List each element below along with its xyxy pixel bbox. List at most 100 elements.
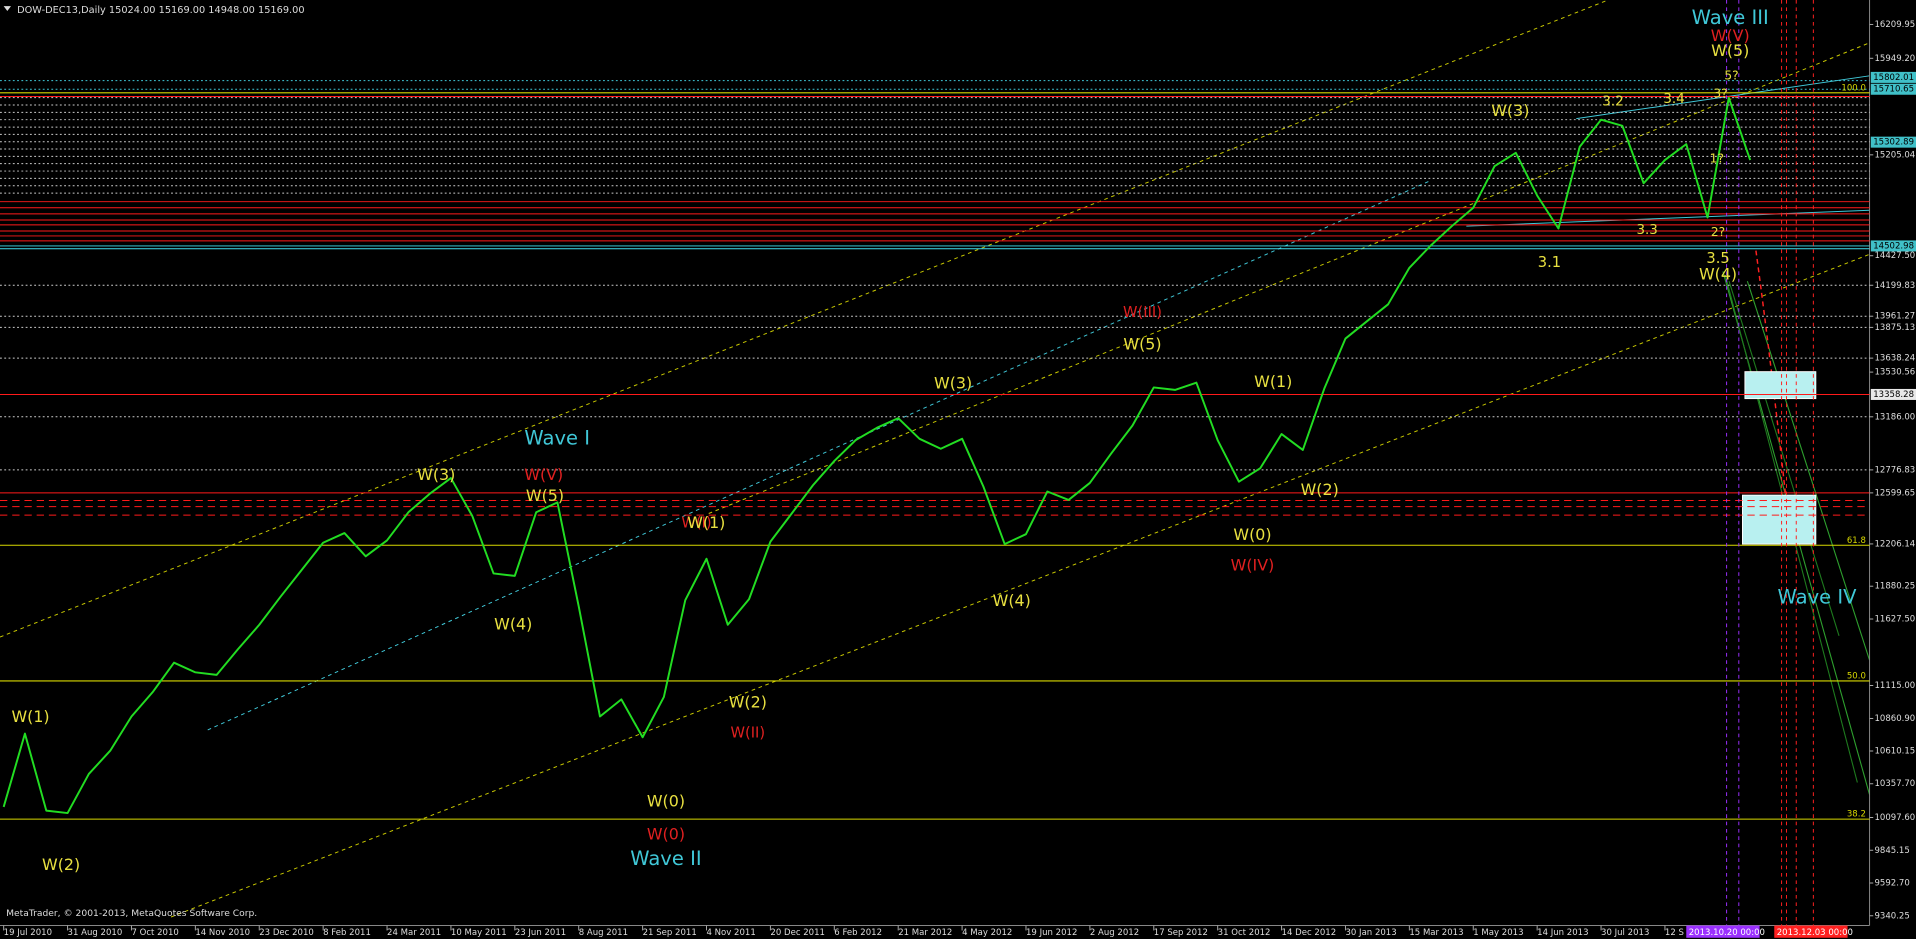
wave-label: W(0) <box>647 825 685 844</box>
fib-label: 50.0 <box>1847 672 1866 682</box>
x-tick-label: 31 Aug 2010 <box>68 928 123 938</box>
y-tick-label: 13961.27 <box>1874 312 1915 322</box>
x-tick-label: 14 Dec 2012 <box>1282 928 1337 938</box>
x-tick-label: 1 May 2013 <box>1473 928 1523 938</box>
wave-label: W(I) <box>681 514 711 531</box>
menu-arrow[interactable] <box>3 6 11 12</box>
y-tick-label: 16209.95 <box>1874 20 1915 30</box>
wave-label: W(4) <box>1699 265 1737 284</box>
x-tick-label: 8 Aug 2011 <box>579 928 628 938</box>
y-tick-label: 12776.83 <box>1874 465 1915 475</box>
y-tick-label: 9340.25 <box>1874 911 1909 921</box>
wave-label: W(1) <box>11 707 49 726</box>
x-tick-label: 24 Mar 2011 <box>387 928 441 938</box>
x-tick-label: 14 Nov 2010 <box>195 928 250 938</box>
wave-label: W(2) <box>1301 480 1339 499</box>
y-tick-label: 10610.15 <box>1874 746 1915 756</box>
x-tick-label: 30 Jan 2013 <box>1345 928 1396 938</box>
fib-label: 38.2 <box>1847 810 1866 820</box>
time-marker-box <box>1686 925 1760 938</box>
time-marker-label: 2013.10.20 00:00 <box>1689 928 1765 938</box>
x-tick-label: 21 Sep 2011 <box>643 928 697 938</box>
x-tick-label: 10 May 2011 <box>451 928 507 938</box>
price-line <box>2 96 1752 815</box>
price-label: 13358.28 <box>1873 390 1914 400</box>
wave-label: W(V) <box>524 465 563 484</box>
wave-label: 3? <box>1713 87 1727 101</box>
wave-label: W(1) <box>687 513 725 532</box>
channel-line <box>207 180 1430 731</box>
copyright: MetaTrader, © 2001-2013, MetaQuotes Soft… <box>6 908 257 919</box>
wave-label: W(4) <box>494 614 532 633</box>
wave-label: 3.4 <box>1663 92 1684 107</box>
wave-label: 1? <box>1710 151 1724 165</box>
price-label-box <box>1870 136 1916 148</box>
wave-label: Wave IV <box>1778 585 1858 608</box>
wave-label: 3.1 <box>1538 254 1561 271</box>
target-zone <box>1741 494 1817 545</box>
y-tick-label: 12206.14 <box>1874 539 1915 549</box>
price-label-box <box>1870 240 1916 252</box>
price-label-box <box>1870 388 1916 400</box>
y-tick-label: 11880.25 <box>1874 582 1915 592</box>
levels <box>0 80 1870 516</box>
y-tick-label: 13186.00 <box>1874 412 1915 422</box>
y-tick-label: 13530.56 <box>1874 368 1915 378</box>
wave-label: W(4) <box>993 591 1031 610</box>
x-tick-label: 30 Jul 2013 <box>1601 928 1649 938</box>
wave-label: W(1) <box>1254 372 1292 391</box>
drawings <box>0 0 1871 918</box>
price-label: 15802.01 <box>1873 73 1914 83</box>
price-label: 15710.65 <box>1873 85 1914 95</box>
x-tick-label: 17 Sep 2012 <box>1154 928 1208 938</box>
channel-line <box>170 253 1870 918</box>
y-tick-label: 9845.15 <box>1874 846 1909 856</box>
time-marker-box <box>1774 925 1848 938</box>
price-label: 15302.89 <box>1873 138 1914 148</box>
x-tick-label: 23 Jun 2011 <box>515 928 566 938</box>
price-label-box <box>1870 83 1916 95</box>
y-tick-label: 10357.70 <box>1874 779 1915 789</box>
wave-label: W(IV) <box>1231 556 1275 575</box>
chart-title: DOW-DEC13,Daily 15024.00 15169.00 14948.… <box>17 5 304 16</box>
x-tick-label: 20 Dec 2011 <box>770 928 825 938</box>
x-tick-label: 21 Mar 2012 <box>898 928 952 938</box>
wave-label: 2? <box>1711 225 1725 239</box>
channel-line <box>1466 209 1870 227</box>
projection-line <box>1728 281 1840 636</box>
y-tick-label: 11115.00 <box>1874 681 1915 691</box>
x-tick-label: 2 Aug 2012 <box>1090 928 1139 938</box>
wave-label: W(0) <box>647 792 685 811</box>
wave-label: W(5) <box>526 486 564 505</box>
y-tick-label: 15949.20 <box>1874 54 1915 64</box>
fib-label: 100.0 <box>1841 83 1865 93</box>
y-tick-label: 15205.04 <box>1874 150 1915 160</box>
time-marker-label: 2013.12.03 00:00 <box>1777 928 1853 938</box>
x-tick-label: 19 Jun 2012 <box>1026 928 1077 938</box>
wave-label: W(2) <box>42 855 80 874</box>
wave-label: W(3) <box>1491 101 1529 120</box>
channel-line <box>708 42 1870 514</box>
x-tick-label: 31 Oct 2012 <box>1218 928 1271 938</box>
wave-label: W(3) <box>934 373 972 392</box>
channel-line <box>0 0 1609 638</box>
x-tick-label: 14 Jun 2013 <box>1537 928 1588 938</box>
wave-label: 3.3 <box>1636 223 1657 238</box>
x-tick-label: 23 Dec 2010 <box>259 928 314 938</box>
y-tick-label: 9592.70 <box>1874 879 1909 889</box>
price-label-box <box>1870 71 1916 83</box>
wave-label: W(5) <box>1711 41 1749 60</box>
x-tick-label: 12 S <box>1665 928 1684 938</box>
wave-label: Wave II <box>630 847 701 870</box>
x-tick-label: 4 May 2012 <box>962 928 1012 938</box>
x-tick-label: 8 Feb 2011 <box>323 928 371 938</box>
wave-label: W(V) <box>1711 26 1750 45</box>
wave-label: W(II) <box>731 725 766 742</box>
wave-label: W(5) <box>1123 334 1161 353</box>
y-tick-label: 10097.60 <box>1874 813 1915 823</box>
wave-label: Wave III <box>1692 6 1769 29</box>
x-tick-label: 4 Nov 2011 <box>707 928 756 938</box>
wave-label: W(2) <box>729 693 767 712</box>
